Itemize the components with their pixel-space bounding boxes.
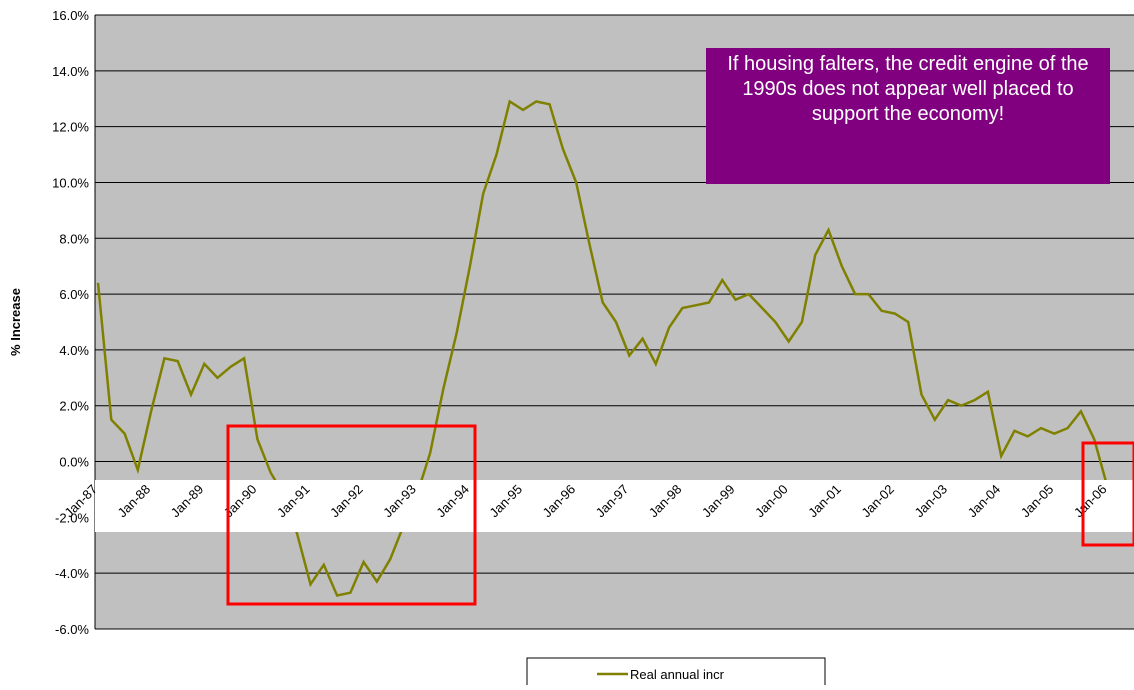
legend bbox=[526, 657, 826, 689]
x-label-band bbox=[95, 480, 1134, 532]
highlight-box bbox=[226, 424, 477, 606]
y-tick-label: 2.0% bbox=[59, 399, 89, 414]
annotation-wrap: If housing falters, the credit engine of… bbox=[727, 53, 1089, 125]
legend-label: Real annual incr bbox=[630, 667, 725, 682]
y-axis-title: % Increase bbox=[8, 288, 23, 356]
annotation-box bbox=[706, 48, 1110, 184]
lines bbox=[96, 99, 1134, 597]
y-tick-label: 16.0% bbox=[52, 8, 89, 23]
y-tick-label: 12.0% bbox=[52, 120, 89, 135]
series-line bbox=[96, 99, 1134, 597]
highlight-box bbox=[1081, 441, 1134, 547]
y-labels: -6.0% -4.0% -2.0% 0.0% 2.0% 4.0% 6.0% 8.0% 10.0%… bbox=[52, 8, 89, 637]
annotation: If housing falters, the credit engine of… bbox=[727, 53, 1089, 125]
y-tick-label: -2.0% bbox=[55, 510, 89, 525]
y-tick-label: 10.0% bbox=[52, 175, 89, 190]
y-tick-label: 8.0% bbox=[59, 231, 89, 246]
y-tick-label: -6.0% bbox=[55, 622, 89, 637]
y-tick-label: 14.0% bbox=[52, 64, 89, 79]
y-tick-label: 0.0% bbox=[59, 455, 89, 470]
y-tick-label: -4.0% bbox=[55, 566, 89, 581]
legend-items: Real annual incr bbox=[597, 667, 725, 682]
y-tick-label: 4.0% bbox=[59, 343, 89, 358]
y-tick-label: 6.0% bbox=[59, 287, 89, 302]
